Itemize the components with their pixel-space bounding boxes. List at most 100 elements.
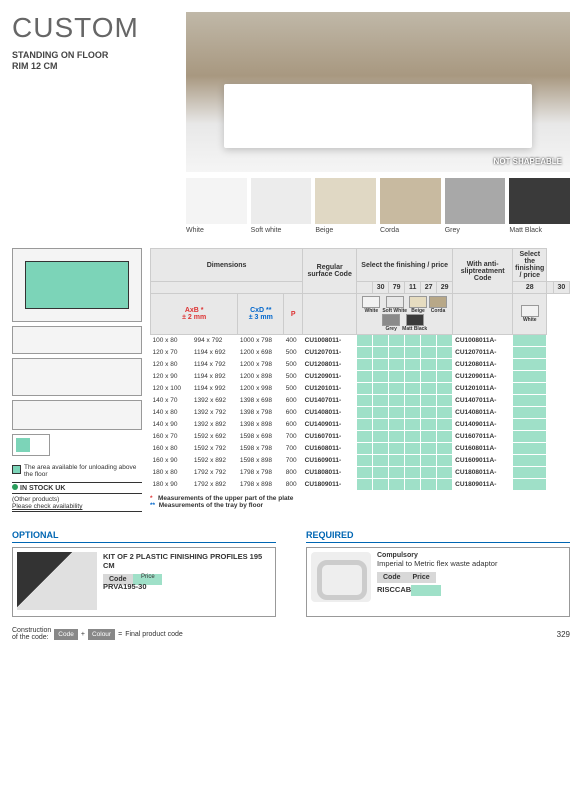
finish-cell[interactable] bbox=[513, 359, 547, 371]
finish-cell[interactable] bbox=[389, 455, 405, 467]
finish-cell[interactable] bbox=[437, 407, 453, 419]
finish-cell[interactable] bbox=[373, 479, 389, 491]
finish-cell[interactable] bbox=[389, 359, 405, 371]
finish-cell[interactable] bbox=[421, 419, 437, 431]
finish-cell[interactable] bbox=[437, 359, 453, 371]
finish-cell[interactable] bbox=[437, 431, 453, 443]
th-select-fin: Select the finishing / price bbox=[357, 249, 453, 282]
finish-cell[interactable] bbox=[513, 431, 547, 443]
finish-cell[interactable] bbox=[421, 479, 437, 491]
color-num: 11 bbox=[405, 282, 421, 294]
finish-cell[interactable] bbox=[357, 335, 373, 347]
finish-cell[interactable] bbox=[437, 467, 453, 479]
finish-cell[interactable] bbox=[373, 335, 389, 347]
finish-cell[interactable] bbox=[357, 383, 373, 395]
finish-cell[interactable] bbox=[513, 395, 547, 407]
finish-cell[interactable] bbox=[357, 407, 373, 419]
finish-cell[interactable] bbox=[373, 383, 389, 395]
finish-cell[interactable] bbox=[389, 347, 405, 359]
finish-cell[interactable] bbox=[513, 443, 547, 455]
finish-cell[interactable] bbox=[421, 359, 437, 371]
finish-cell[interactable] bbox=[513, 383, 547, 395]
finish-cell[interactable] bbox=[405, 467, 421, 479]
finish-cell[interactable] bbox=[513, 419, 547, 431]
finish-cell[interactable] bbox=[389, 335, 405, 347]
finish-cell[interactable] bbox=[405, 419, 421, 431]
finish-cell[interactable] bbox=[437, 443, 453, 455]
finish-cell[interactable] bbox=[405, 335, 421, 347]
finish-cell[interactable] bbox=[421, 347, 437, 359]
finish-cell[interactable] bbox=[357, 479, 373, 491]
finish-cell[interactable] bbox=[373, 359, 389, 371]
finish-cell[interactable] bbox=[437, 395, 453, 407]
finish-cell[interactable] bbox=[421, 407, 437, 419]
finish-cell[interactable] bbox=[389, 371, 405, 383]
finish-cell[interactable] bbox=[437, 419, 453, 431]
finish-cell[interactable] bbox=[357, 455, 373, 467]
finish-cell[interactable] bbox=[421, 335, 437, 347]
finish-cell[interactable] bbox=[373, 443, 389, 455]
color-chip bbox=[409, 296, 427, 308]
finish-cell[interactable] bbox=[405, 359, 421, 371]
swatch-img bbox=[186, 178, 247, 224]
finish-cell[interactable] bbox=[437, 479, 453, 491]
finish-cell[interactable] bbox=[421, 431, 437, 443]
finish-cell[interactable] bbox=[373, 455, 389, 467]
finish-cell[interactable] bbox=[373, 347, 389, 359]
finish-cell[interactable] bbox=[389, 383, 405, 395]
finish-cell[interactable] bbox=[405, 371, 421, 383]
finish-cell[interactable] bbox=[405, 395, 421, 407]
finish-cell[interactable] bbox=[373, 407, 389, 419]
finish-cell[interactable] bbox=[513, 371, 547, 383]
finish-cell[interactable] bbox=[357, 359, 373, 371]
finish-cell[interactable] bbox=[405, 347, 421, 359]
finish-cell[interactable] bbox=[421, 383, 437, 395]
finish-cell[interactable] bbox=[421, 443, 437, 455]
finish-cell[interactable] bbox=[357, 419, 373, 431]
finish-cell[interactable] bbox=[389, 467, 405, 479]
finish-cell[interactable] bbox=[405, 479, 421, 491]
finish-cell[interactable] bbox=[357, 431, 373, 443]
finish-cell[interactable] bbox=[437, 335, 453, 347]
finish-cell[interactable] bbox=[405, 431, 421, 443]
finish-cell[interactable] bbox=[389, 479, 405, 491]
finish-cell[interactable] bbox=[405, 407, 421, 419]
finish-cell[interactable] bbox=[373, 467, 389, 479]
finish-cell[interactable] bbox=[437, 347, 453, 359]
finish-cell[interactable] bbox=[513, 455, 547, 467]
finish-cell[interactable] bbox=[373, 395, 389, 407]
finish-cell[interactable] bbox=[437, 371, 453, 383]
finish-cell[interactable] bbox=[373, 431, 389, 443]
stock-dot-icon bbox=[12, 484, 18, 490]
finish-cell[interactable] bbox=[373, 419, 389, 431]
finish-cell[interactable] bbox=[405, 455, 421, 467]
finish-cell[interactable] bbox=[357, 467, 373, 479]
finish-cell[interactable] bbox=[373, 371, 389, 383]
finish-cell[interactable] bbox=[437, 455, 453, 467]
finish-cell[interactable] bbox=[389, 407, 405, 419]
finish-cell[interactable] bbox=[389, 443, 405, 455]
finish-cell[interactable] bbox=[357, 443, 373, 455]
finish-cell[interactable] bbox=[421, 395, 437, 407]
finish-cell[interactable] bbox=[389, 431, 405, 443]
finish-cell[interactable] bbox=[405, 443, 421, 455]
finish-cell[interactable] bbox=[421, 455, 437, 467]
finish-cell[interactable] bbox=[357, 347, 373, 359]
finish-cell[interactable] bbox=[389, 419, 405, 431]
table-row: 160 x 801592 x 7921598 x 798700CU1608011… bbox=[151, 443, 570, 455]
finish-cell[interactable] bbox=[513, 407, 547, 419]
finish-cell[interactable] bbox=[357, 371, 373, 383]
finish-cell[interactable] bbox=[437, 383, 453, 395]
finish-cell[interactable] bbox=[513, 467, 547, 479]
finish-cell[interactable] bbox=[421, 371, 437, 383]
finish-cell[interactable] bbox=[513, 479, 547, 491]
diagram-column: The area available for unloading above t… bbox=[12, 248, 142, 512]
finish-cell[interactable] bbox=[513, 347, 547, 359]
finish-cell[interactable] bbox=[513, 335, 547, 347]
chip-code: Code bbox=[54, 629, 78, 640]
optional-group: OPTIONAL KIT OF 2 PLASTIC FINISHING PROF… bbox=[12, 530, 276, 617]
finish-cell[interactable] bbox=[405, 383, 421, 395]
finish-cell[interactable] bbox=[357, 395, 373, 407]
finish-cell[interactable] bbox=[421, 467, 437, 479]
finish-cell[interactable] bbox=[389, 395, 405, 407]
